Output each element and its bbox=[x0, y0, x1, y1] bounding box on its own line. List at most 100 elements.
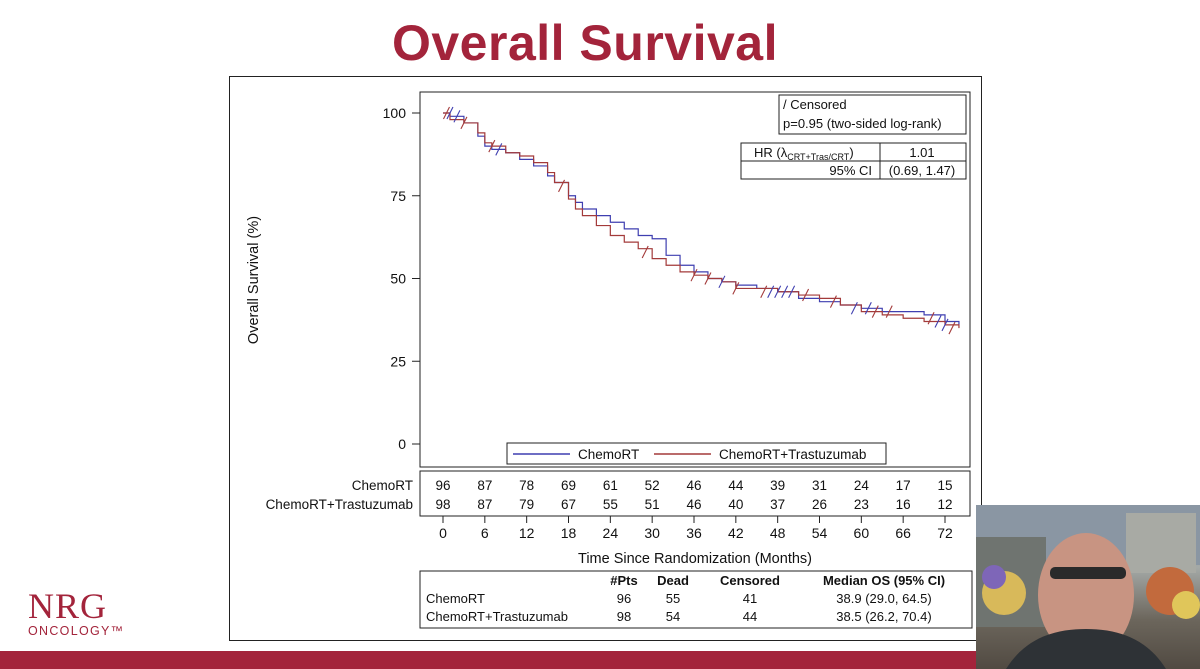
censor-mark-trastuzumab bbox=[460, 116, 468, 130]
risk-table-cell: 17 bbox=[896, 478, 911, 493]
legend-label-chemort: ChemoRT bbox=[578, 447, 639, 462]
risk-table-cell: 39 bbox=[770, 478, 785, 493]
risk-table: ChemoRT 96 87 78 69 61 52 46 44 39 31 24 17 15 ChemoRT… bbox=[266, 478, 953, 512]
censor-mark-trastuzumab bbox=[558, 179, 566, 193]
risk-table-cell: 52 bbox=[645, 478, 660, 493]
hr-table: HR (λCRT+Tras/CRT) 1.01 95% CI (0.69, 1.… bbox=[740, 142, 967, 180]
censor-mark-trastuzumab bbox=[488, 139, 496, 153]
risk-table-row-label: ChemoRT bbox=[352, 478, 413, 493]
survival-curves bbox=[443, 112, 960, 329]
x-tick-label: 36 bbox=[686, 525, 702, 541]
y-axis: 0 25 50 75 100 bbox=[383, 105, 420, 452]
censor-mark-trastuzumab bbox=[690, 268, 698, 282]
risk-table-cell: 51 bbox=[645, 497, 660, 512]
censor-mark-chemort bbox=[495, 143, 503, 156]
risk-table-cell: 79 bbox=[519, 497, 534, 512]
censor-mark-trastuzumab bbox=[871, 305, 879, 318]
censor-mark-chemort bbox=[453, 110, 461, 123]
logrank-test: p=0.95 (two-sided log-rank) bbox=[783, 116, 942, 131]
summary-table-row-label: ChemoRT+Trastuzumab bbox=[426, 609, 568, 624]
censor-mark-chemort bbox=[788, 285, 796, 298]
ci-value: (0.69, 1.47) bbox=[889, 163, 956, 178]
y-tick-label: 100 bbox=[383, 105, 407, 121]
summary-table-header: Median OS (95% CI) bbox=[823, 573, 945, 588]
censor-mark-chemort bbox=[864, 302, 872, 315]
censor-marks bbox=[442, 106, 956, 335]
risk-table-row-label: ChemoRT+Trastuzumab bbox=[266, 497, 413, 512]
risk-table-cell: 24 bbox=[854, 478, 870, 493]
x-axis: 0 6 12 18 24 30 36 42 48 54 60 66 72 bbox=[420, 515, 970, 541]
legend-label-trastuzumab: ChemoRT+Trastuzumab bbox=[719, 447, 866, 462]
nrg-oncology-logo: NRG ONCOLOGY™ bbox=[28, 588, 168, 640]
censor-mark-trastuzumab bbox=[927, 311, 935, 325]
risk-table-cell: 96 bbox=[435, 478, 450, 493]
legend-title: / Censored bbox=[783, 97, 847, 112]
x-tick-label: 6 bbox=[481, 525, 489, 541]
censor-mark-trastuzumab bbox=[641, 245, 649, 259]
censor-mark-chemort bbox=[781, 285, 789, 298]
risk-table-cell: 87 bbox=[477, 497, 492, 512]
summary-table-cell: 55 bbox=[666, 591, 680, 606]
x-axis-title: Time Since Randomization (Months) bbox=[578, 551, 812, 567]
y-tick-label: 75 bbox=[390, 188, 406, 204]
x-tick-label: 42 bbox=[728, 525, 744, 541]
censor-mark-chemort bbox=[774, 285, 782, 298]
censor-mark-chemort bbox=[850, 302, 858, 315]
risk-table-cell: 23 bbox=[854, 497, 869, 512]
censor-mark-chemort bbox=[941, 318, 949, 332]
summary-table-cell: 54 bbox=[666, 609, 680, 624]
censor-mark-chemort bbox=[934, 315, 942, 328]
summary-table-cell: 41 bbox=[743, 591, 757, 606]
ci-label: 95% CI bbox=[829, 163, 872, 178]
summary-table-header: Censored bbox=[720, 573, 780, 588]
hr-label: HR (λCRT+Tras/CRT) bbox=[754, 145, 854, 162]
logo-subtitle: ONCOLOGY™ bbox=[28, 624, 125, 638]
x-tick-label: 12 bbox=[519, 525, 535, 541]
y-tick-label: 0 bbox=[398, 436, 406, 452]
summary-table-cell: 38.5 (26.2, 70.4) bbox=[836, 609, 931, 624]
x-tick-label: 24 bbox=[603, 525, 619, 541]
x-tick-label: 54 bbox=[812, 525, 828, 541]
censor-mark-trastuzumab bbox=[760, 285, 768, 298]
censor-mark-trastuzumab bbox=[704, 272, 712, 285]
risk-table-cell: 12 bbox=[937, 497, 952, 512]
summary-table-cell: 38.9 (29.0, 64.5) bbox=[836, 591, 931, 606]
censor-mark-chemort bbox=[718, 275, 726, 289]
summary-table-cell: 44 bbox=[743, 609, 757, 624]
summary-table-header: #Pts bbox=[610, 573, 637, 588]
censor-mark-chemort bbox=[446, 106, 454, 120]
legend: ChemoRT ChemoRT+Trastuzumab bbox=[506, 442, 887, 465]
x-tick-label: 72 bbox=[937, 525, 953, 541]
risk-table-cell: 16 bbox=[896, 497, 911, 512]
risk-table-cell: 55 bbox=[603, 497, 618, 512]
censor-mark-trastuzumab bbox=[802, 288, 810, 302]
survival-curve-trastuzumab bbox=[443, 112, 960, 329]
plot-area bbox=[419, 91, 971, 468]
risk-table-cell: 69 bbox=[561, 478, 576, 493]
x-tick-label: 30 bbox=[644, 525, 660, 541]
risk-table-cell: 98 bbox=[435, 497, 450, 512]
footer-bar bbox=[0, 651, 1200, 669]
risk-table-cell: 40 bbox=[728, 497, 743, 512]
logo-mark: NRG bbox=[28, 586, 108, 626]
summary-table-cell: 98 bbox=[617, 609, 631, 624]
summary-table-cell: 96 bbox=[617, 591, 631, 606]
x-tick-label: 66 bbox=[895, 525, 911, 541]
x-tick-label: 18 bbox=[561, 525, 577, 541]
x-tick-label: 60 bbox=[854, 525, 870, 541]
webcam-video bbox=[976, 505, 1200, 669]
censor-mark-trastuzumab bbox=[442, 106, 450, 120]
summary-table-row-label: ChemoRT bbox=[426, 591, 485, 606]
summary-table: #Pts Dead Censored Median OS (95% CI) ChemoR… bbox=[426, 573, 945, 624]
risk-table-cell: 46 bbox=[686, 497, 701, 512]
censor-mark-trastuzumab bbox=[829, 295, 837, 308]
risk-table-cell: 78 bbox=[519, 478, 534, 493]
y-tick-label: 25 bbox=[390, 353, 406, 369]
y-tick-label: 50 bbox=[390, 271, 406, 287]
risk-table-cell: 67 bbox=[561, 497, 576, 512]
slide-title: Overall Survival bbox=[391, 15, 778, 71]
y-axis-title: Overall Survival (%) bbox=[246, 216, 262, 344]
test-box bbox=[778, 94, 967, 135]
risk-table-cell: 87 bbox=[477, 478, 492, 493]
